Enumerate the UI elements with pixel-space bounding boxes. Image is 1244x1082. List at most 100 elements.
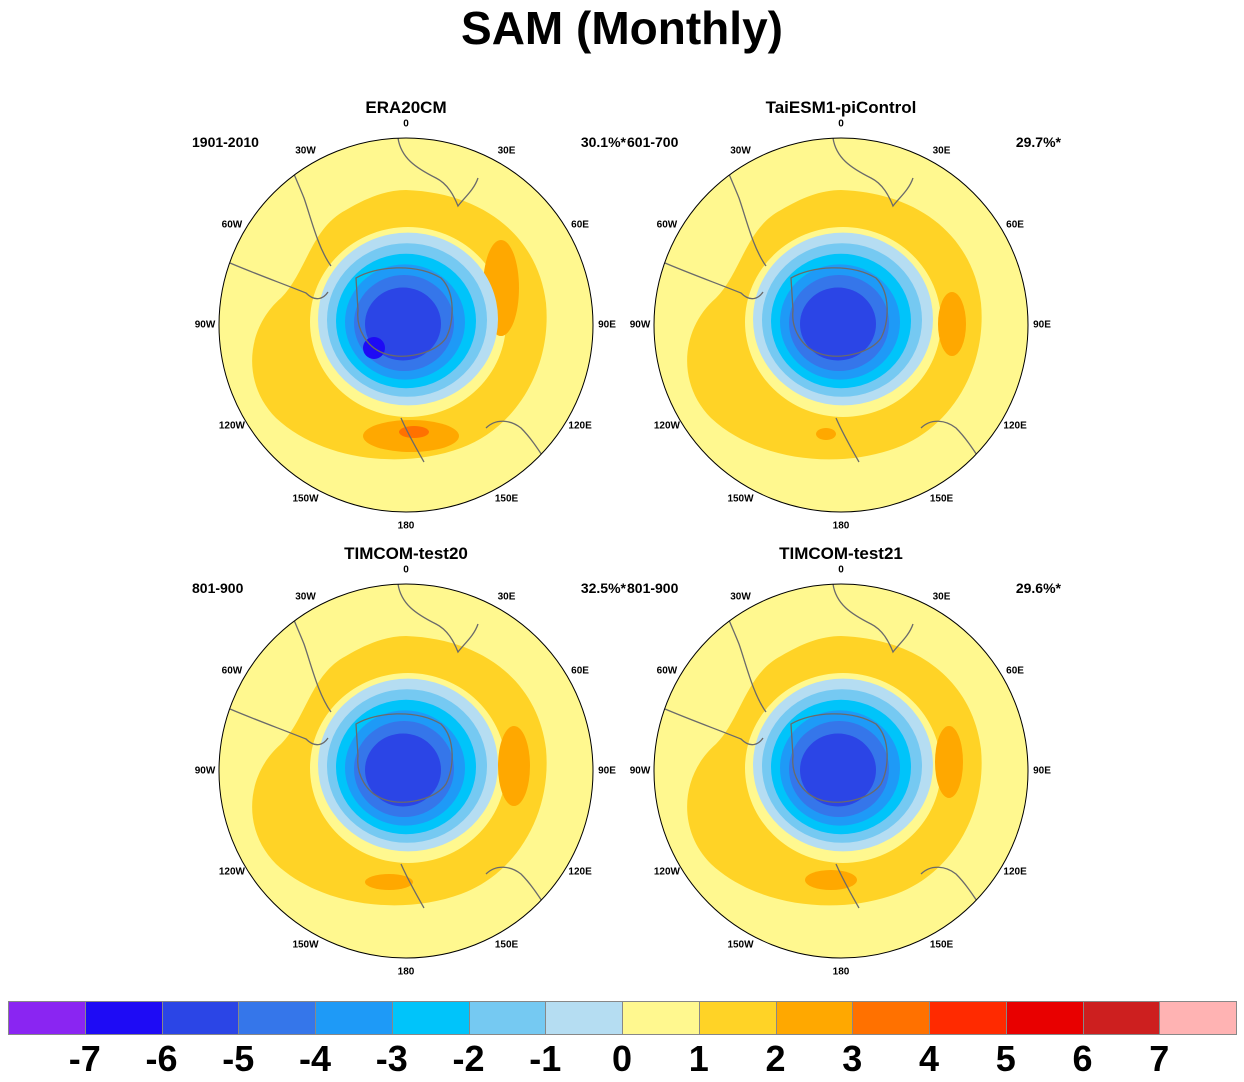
figure-title: SAM (Monthly) <box>461 2 783 54</box>
panel-title: ERA20CM <box>365 98 447 117</box>
colorbar-tick-label: 6 <box>1072 1038 1093 1079</box>
longitude-label: 60W <box>656 665 678 676</box>
longitude-label: 150W <box>292 939 319 951</box>
map-panel: TIMCOM-test20 801-900 32.5%* 0 30E 60E 90E 120E… <box>186 544 626 984</box>
colorbar-swatch <box>8 1001 86 1035</box>
longitude-label: 0 <box>838 564 844 576</box>
panel-period: 1901-2010 <box>192 134 259 150</box>
colorbar-swatch <box>852 1001 930 1035</box>
longitude-label: 120E <box>568 866 592 877</box>
longitude-label: 120E <box>1003 866 1027 877</box>
panel-explained-variance: 30.1%* <box>580 134 626 150</box>
longitude-label: 60W <box>656 219 678 230</box>
colorbar-swatch <box>161 1001 240 1035</box>
longitude-label: 60W <box>221 665 243 676</box>
longitude-label: 120W <box>653 866 680 877</box>
longitude-label: 30W <box>730 591 751 603</box>
longitude-label: 90E <box>598 319 616 331</box>
longitude-label: 30W <box>295 591 316 603</box>
panel-period: 801-900 <box>192 580 244 596</box>
colorbar-swatch <box>1082 1001 1161 1035</box>
colorbar-labels: -7 -6 -5 -4 -3 -2 -1 0 1 2 3 4 5 6 7 <box>0 1036 1244 1082</box>
longitude-label: 60E <box>1006 219 1024 230</box>
map-panel: TaiESM1-piControl 601-700 29.7%* 0 30E 60E 90E… <box>621 98 1061 538</box>
polar-map <box>218 583 594 959</box>
longitude-label: 90E <box>598 765 616 777</box>
longitude-label: 30E <box>497 591 516 603</box>
colorbar-tick-label: 4 <box>918 1038 940 1079</box>
colorbar-swatch <box>698 1001 777 1035</box>
colorbar-tick-label: -6 <box>145 1038 178 1079</box>
longitude-label: 90W <box>629 765 651 777</box>
longitude-label: 90W <box>194 765 216 777</box>
colorbar-swatch <box>929 1001 1007 1035</box>
longitude-label: 120E <box>1003 420 1027 431</box>
longitude-label: 120W <box>218 866 245 877</box>
colorbar-tick-label: -3 <box>375 1038 408 1079</box>
longitude-label: 150E <box>929 939 954 951</box>
longitude-label: 150E <box>494 493 519 505</box>
colorbar <box>8 1001 1237 1035</box>
longitude-label: 180 <box>832 520 850 532</box>
longitude-label: 150W <box>292 493 319 505</box>
longitude-label: 180 <box>397 520 415 532</box>
colorbar-tick-label: -7 <box>68 1038 101 1079</box>
longitude-label: 60W <box>221 219 243 230</box>
colorbar-swatch <box>315 1001 393 1035</box>
longitude-label: 0 <box>403 564 409 576</box>
colorbar-swatch <box>1005 1001 1084 1035</box>
longitude-label: 150E <box>929 493 954 505</box>
longitude-label: 120W <box>218 420 245 431</box>
polar-map <box>653 137 1029 513</box>
colorbar-tick-label: 3 <box>842 1038 863 1079</box>
longitude-label: 150W <box>727 493 754 505</box>
polar-map <box>653 583 1029 959</box>
colorbar-swatch <box>1159 1001 1237 1035</box>
longitude-label: 0 <box>838 118 844 130</box>
longitude-label: 60E <box>1006 665 1024 676</box>
longitude-label: 30W <box>730 145 751 157</box>
panel-period: 801-900 <box>627 580 679 596</box>
colorbar-swatch <box>545 1001 623 1035</box>
panel-explained-variance: 29.7%* <box>1015 134 1061 150</box>
colorbar-tick-label: 7 <box>1149 1038 1170 1079</box>
colorbar-tick-label: -2 <box>452 1038 485 1079</box>
longitude-label: 180 <box>832 966 850 978</box>
panel-explained-variance: 29.6%* <box>1015 580 1061 596</box>
panel-explained-variance: 32.5%* <box>580 580 626 596</box>
longitude-label: 0 <box>403 118 409 130</box>
colorbar-swatch <box>468 1001 547 1035</box>
longitude-label: 180 <box>397 966 415 978</box>
colorbar-tick-label: -1 <box>529 1038 562 1079</box>
colorbar-swatch <box>238 1001 316 1035</box>
colorbar-swatch <box>775 1001 854 1035</box>
map-panel: TIMCOM-test21 801-900 29.6%* 0 30E 60E 90E 120E… <box>621 544 1061 984</box>
longitude-label: 90W <box>194 319 216 331</box>
longitude-label: 120W <box>653 420 680 431</box>
colorbar-swatch <box>84 1001 163 1035</box>
colorbar-tick-label: 0 <box>611 1038 633 1079</box>
map-panel: ERA20CM 1901-2010 30.1%* 0 30E 60E 90E 120E 150E… <box>186 98 626 538</box>
colorbar-swatch <box>622 1001 700 1035</box>
longitude-label: 90E <box>1033 765 1051 777</box>
longitude-label: 30E <box>932 591 951 603</box>
colorbar-tick-label: 1 <box>688 1038 709 1079</box>
colorbar-tick-label: 2 <box>765 1038 786 1079</box>
panel-title: TIMCOM-test21 <box>779 544 903 563</box>
polar-map <box>218 137 594 513</box>
panel-period: 601-700 <box>627 134 679 150</box>
longitude-label: 120E <box>568 420 592 431</box>
longitude-label: 60E <box>571 219 589 230</box>
colorbar-tick-label: -4 <box>298 1038 332 1079</box>
longitude-label: 60E <box>571 665 589 676</box>
longitude-label: 150W <box>727 939 754 951</box>
colorbar-tick-label: -5 <box>222 1038 255 1079</box>
longitude-label: 150E <box>494 939 519 951</box>
longitude-label: 90E <box>1033 319 1051 331</box>
longitude-label: 30W <box>295 145 316 157</box>
longitude-label: 90W <box>629 319 651 331</box>
longitude-label: 30E <box>932 145 951 157</box>
longitude-label: 30E <box>497 145 516 157</box>
colorbar-swatch <box>391 1001 470 1035</box>
colorbar-tick-label: 5 <box>995 1038 1016 1079</box>
